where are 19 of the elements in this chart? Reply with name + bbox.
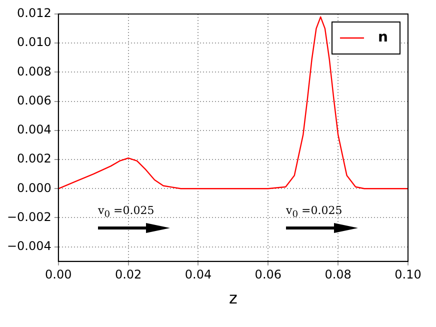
x-tick-label: 0.08 xyxy=(324,268,352,282)
x-tick-label: 0.06 xyxy=(254,268,282,282)
y-tick-label: −0.004 xyxy=(6,238,52,253)
legend-label: n xyxy=(378,30,388,46)
x-tick-label: 0.10 xyxy=(394,268,422,282)
y-tick-label: 0.000 xyxy=(17,180,52,195)
annotation: v$_{0}$ =0.025 xyxy=(98,204,154,220)
y-tick-label: −0.002 xyxy=(6,210,52,224)
y-tick-label: 0.010 xyxy=(17,35,52,50)
x-tick-label: 0.04 xyxy=(184,268,212,282)
y-tick-label: 0.002 xyxy=(17,152,52,166)
annotation: v$_{0}$ =0.025 xyxy=(286,204,342,220)
x-axis-title: z xyxy=(229,288,238,308)
y-tick-label: 0.006 xyxy=(17,93,52,108)
x-tick-label: 0.02 xyxy=(114,268,142,282)
x-tick-label: 0.00 xyxy=(45,268,72,282)
y-tick-label: 0.008 xyxy=(17,64,52,78)
y-tick-label: 0.004 xyxy=(17,122,52,137)
y-tick-label: 0.012 xyxy=(17,6,52,20)
